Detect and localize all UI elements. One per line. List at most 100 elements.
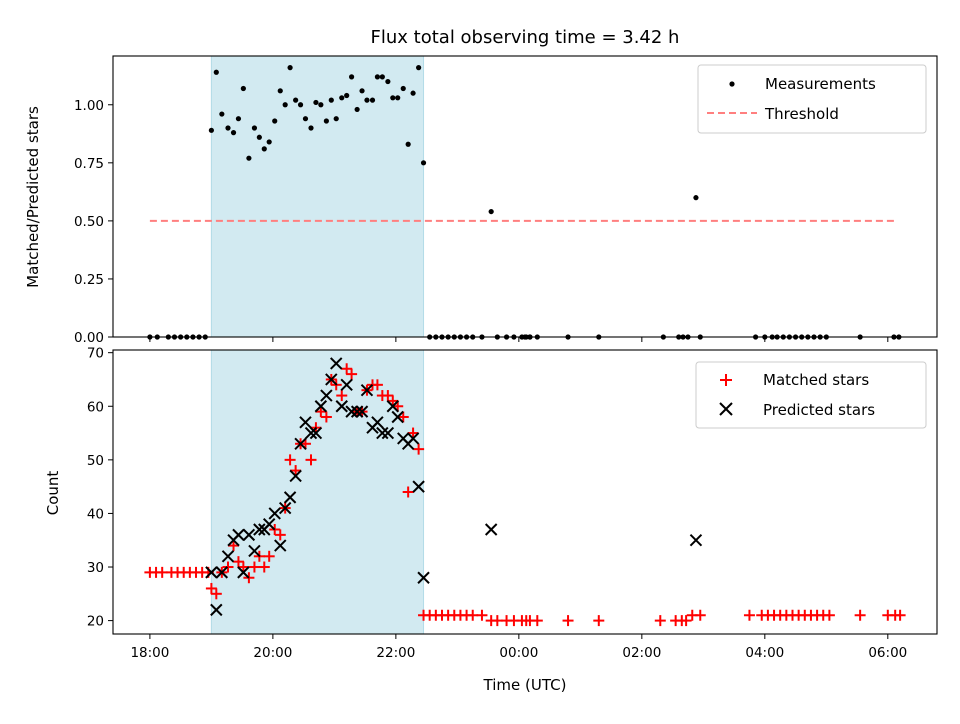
predicted-star-point (299, 416, 312, 429)
bottom-y-axis-label: Count (44, 471, 62, 516)
predicted-star-point (283, 491, 297, 504)
matched-star-point (397, 411, 409, 423)
matched-star-point (894, 609, 906, 621)
top-legend: Measurements Threshold (697, 64, 927, 134)
matched-star-point (222, 561, 234, 573)
measurement-point (323, 118, 329, 124)
x-tick-label: 00:00 (499, 645, 538, 661)
legend-matched-marker (720, 374, 732, 386)
matched-star-point (346, 368, 358, 380)
matched-star-point (854, 609, 866, 621)
counts-panel: Count Time (UTC) 20 30 40 50 60 70 18:00 20:00… (44, 346, 938, 694)
matched-star-point (205, 582, 217, 594)
matched-star-point (290, 465, 302, 477)
measurement-point (277, 88, 283, 94)
chart-title: Flux total observing time = 3.42 h (371, 27, 680, 48)
matched-star-point (593, 615, 605, 627)
predicted-star-point (320, 389, 333, 402)
measurement-point (225, 125, 231, 131)
measurement-point (390, 95, 396, 101)
y-tick-label: 40 (87, 506, 104, 522)
predicted-star-point (274, 539, 287, 552)
measurement-point (400, 85, 406, 92)
legend-predicted-marker (719, 402, 733, 416)
measurement-point (308, 125, 314, 131)
measurements-panel: Flux total observing time = 3.42 h Match… (24, 27, 938, 346)
predicted-star-point (221, 550, 235, 563)
x-axis-label: Time (UTC) (483, 676, 567, 694)
y-tick-label: 70 (87, 346, 104, 362)
y-tick-label: 0.50 (74, 214, 104, 230)
measurement-point (272, 118, 278, 124)
predicted-star-point (391, 410, 404, 424)
legend-threshold-label: Threshold (764, 105, 839, 123)
matched-star-point (237, 561, 249, 573)
matched-star-point (248, 561, 260, 573)
measurement-point (410, 90, 416, 96)
matched-star-point (305, 454, 317, 466)
measurement-point (293, 97, 299, 103)
y-tick-label: 0.75 (74, 156, 104, 172)
matched-star-point (228, 540, 240, 552)
observing-span (210, 349, 425, 635)
predicted-star-point (335, 400, 348, 413)
measurement-point (213, 69, 219, 75)
measurement-point (251, 125, 258, 131)
measurement-point (266, 139, 272, 145)
matched-star-point (382, 390, 394, 402)
matched-star-point (371, 379, 383, 391)
legend-measurements-marker (729, 81, 735, 87)
matched-star-point (402, 486, 414, 498)
predicted-star-point (381, 426, 395, 440)
measurement-point (256, 134, 262, 140)
matched-star-point (210, 588, 222, 600)
predicted-star-point (484, 523, 498, 536)
matched-star-point (315, 406, 327, 418)
predicted-star-point (350, 405, 364, 418)
x-tick-label: 20:00 (253, 645, 292, 661)
measurement-point (282, 102, 288, 108)
matched-star-point (407, 427, 419, 439)
x-tick-label: 06:00 (868, 645, 907, 661)
measurement-point (395, 95, 401, 101)
y-tick-label: 0.25 (74, 272, 104, 288)
measurement-point (364, 97, 370, 103)
matched-star-point (654, 615, 666, 627)
y-tick-label: 30 (87, 560, 104, 576)
predicted-star-point (345, 405, 358, 418)
matched-star-point (341, 363, 353, 375)
predicted-star-point (371, 416, 384, 429)
measurement-point (369, 97, 376, 103)
predicted-star-point (304, 426, 318, 440)
x-tick-label: 22:00 (376, 645, 415, 661)
measurement-point (208, 127, 214, 133)
matched-star-point (263, 550, 275, 562)
predicted-star-point (237, 566, 250, 579)
measurement-point (333, 116, 339, 122)
measurement-point (261, 146, 267, 152)
measurement-point (385, 78, 391, 85)
measurement-point (420, 160, 427, 166)
legend-measurements-label: Measurements (765, 75, 876, 93)
predicted-star-point (417, 571, 430, 584)
measurement-point (416, 65, 422, 71)
predicted-star-point (309, 426, 323, 440)
matched-star-point (320, 411, 332, 423)
measurement-point (339, 95, 345, 101)
measurement-point (302, 116, 309, 122)
y-tick-label: 50 (87, 453, 104, 469)
matched-star-point (680, 615, 692, 627)
matched-star-point (336, 390, 348, 402)
matched-star-point (413, 443, 425, 455)
y-tick-label: 1.00 (74, 98, 104, 114)
matched-star-point (823, 609, 835, 621)
x-tick-label: 02:00 (622, 645, 661, 661)
predicted-star-point (314, 400, 328, 413)
measurement-point (405, 141, 411, 147)
measurement-point (297, 102, 304, 108)
predicted-star-point (248, 544, 261, 558)
matched-star-point (467, 609, 479, 621)
measurement-point (219, 111, 225, 117)
matched-star-point (491, 615, 503, 627)
